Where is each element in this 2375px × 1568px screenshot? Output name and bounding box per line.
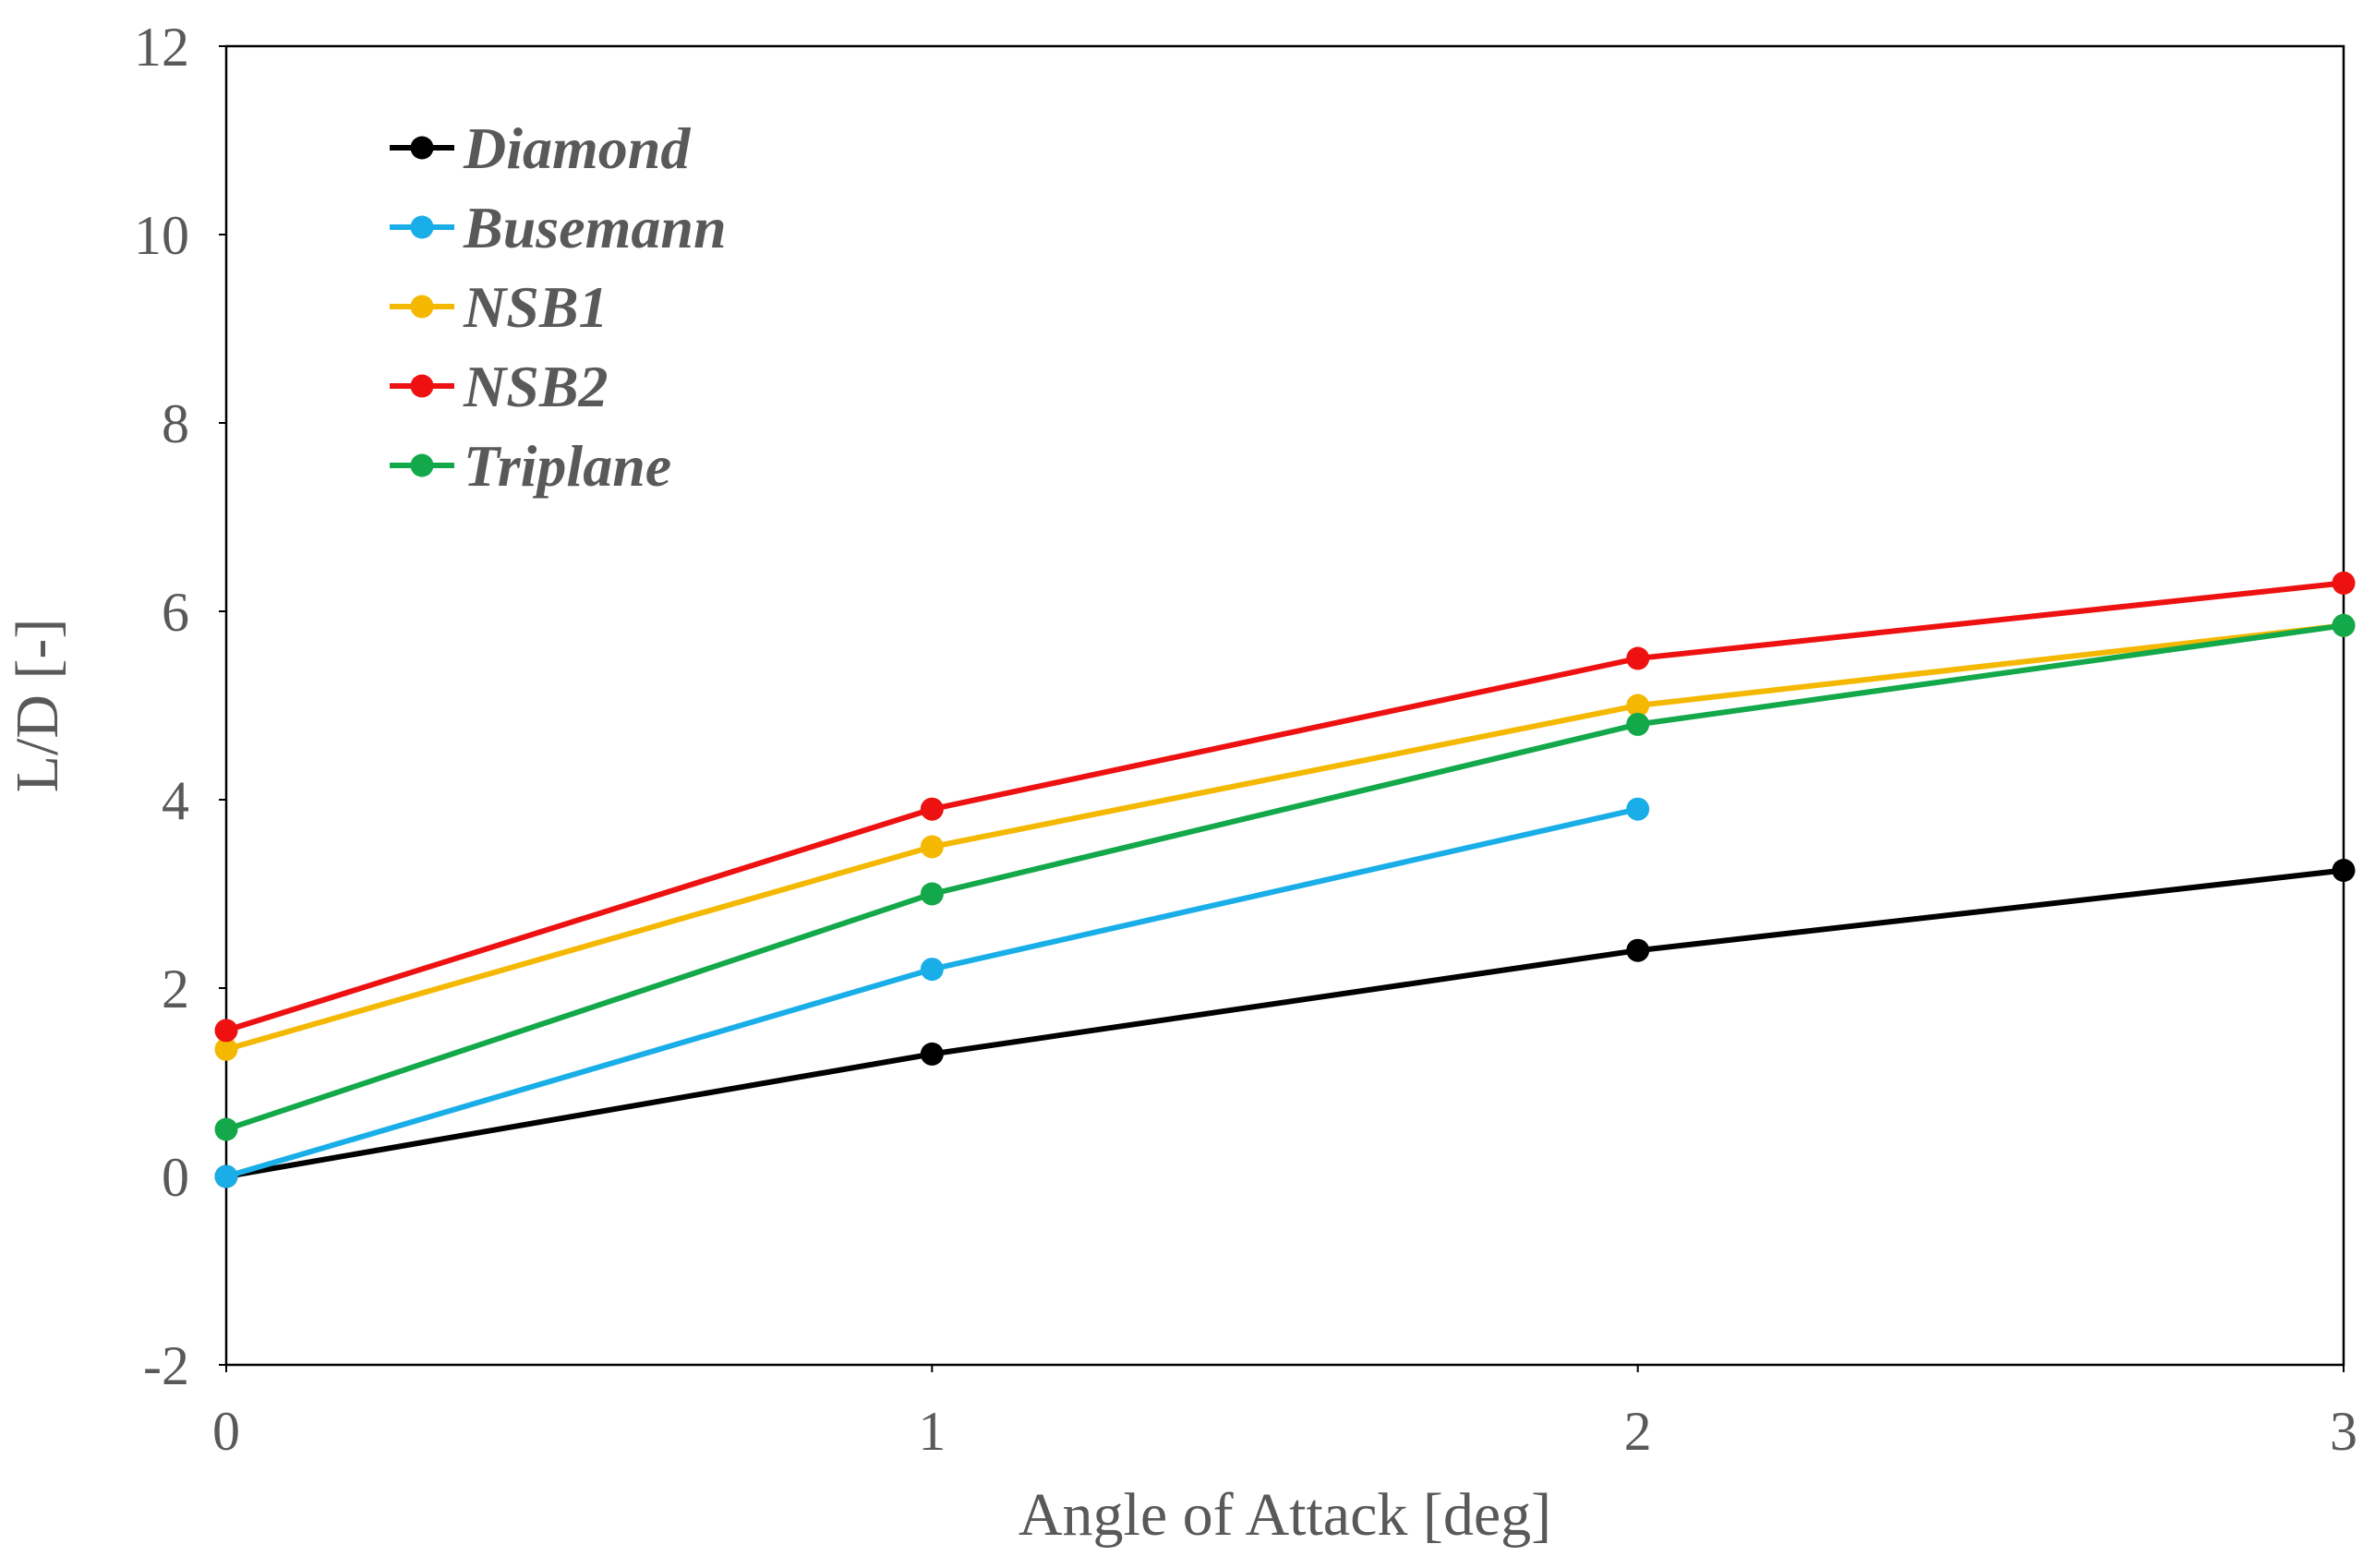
- legend-label-triplane: Triplane: [464, 433, 671, 499]
- data-point-busemann: [920, 958, 944, 982]
- legend-marker-diamond: [410, 136, 434, 160]
- data-point-busemann: [214, 1164, 238, 1188]
- y-tick-label: 0: [162, 1147, 189, 1208]
- data-point-triplane: [214, 1117, 238, 1141]
- x-tick-label: 0: [212, 1401, 240, 1462]
- data-point-diamond: [1626, 938, 1650, 962]
- series-line-diamond: [225, 867, 2345, 1179]
- legend-label-busemann: Busemann: [463, 195, 727, 260]
- series-line-nsb1: [225, 622, 2345, 1053]
- series-line-triplane: [225, 622, 2345, 1132]
- data-point-nsb2: [2332, 571, 2356, 595]
- legend-label-diamond: Diamond: [463, 115, 691, 181]
- legend-label-nsb2: NSB2: [463, 354, 609, 419]
- series-line-nsb2: [225, 580, 2345, 1033]
- data-point-diamond: [920, 1042, 944, 1066]
- data-point-nsb1: [1626, 694, 1650, 718]
- data-point-triplane: [920, 882, 944, 906]
- data-point-busemann: [1626, 797, 1650, 821]
- data-point-diamond: [2332, 859, 2356, 882]
- y-tick-label: 2: [162, 959, 189, 1019]
- y-tick-label: 4: [162, 770, 189, 831]
- y-tick-label: 10: [134, 205, 189, 266]
- data-point-nsb1: [920, 835, 944, 859]
- data-point-nsb2: [214, 1019, 238, 1043]
- legend-label-nsb1: NSB1: [463, 274, 609, 340]
- data-point-nsb2: [920, 797, 944, 821]
- y-axis-title: L/D [-]: [4, 619, 71, 793]
- x-axis-title: Angle of Attack [deg]: [1019, 1481, 1551, 1549]
- y-tick-label: 6: [162, 582, 189, 643]
- x-tick-label: 2: [1624, 1401, 1652, 1462]
- plot-area-frame: [224, 44, 2345, 1367]
- x-tick-label: 3: [2330, 1401, 2357, 1462]
- data-point-nsb1: [214, 1037, 238, 1061]
- y-tick-label: 12: [134, 17, 189, 78]
- data-point-triplane: [1626, 712, 1650, 736]
- legend-marker-nsb1: [410, 295, 434, 319]
- data-point-nsb2: [1626, 646, 1650, 670]
- legend-marker-busemann: [410, 215, 434, 239]
- y-tick-label: 8: [162, 393, 189, 454]
- x-tick-label: 1: [918, 1401, 946, 1462]
- legend-marker-nsb2: [410, 374, 434, 398]
- data-point-triplane: [2332, 613, 2356, 637]
- y-tick-label: -2: [143, 1335, 189, 1396]
- legend-marker-triplane: [410, 453, 434, 477]
